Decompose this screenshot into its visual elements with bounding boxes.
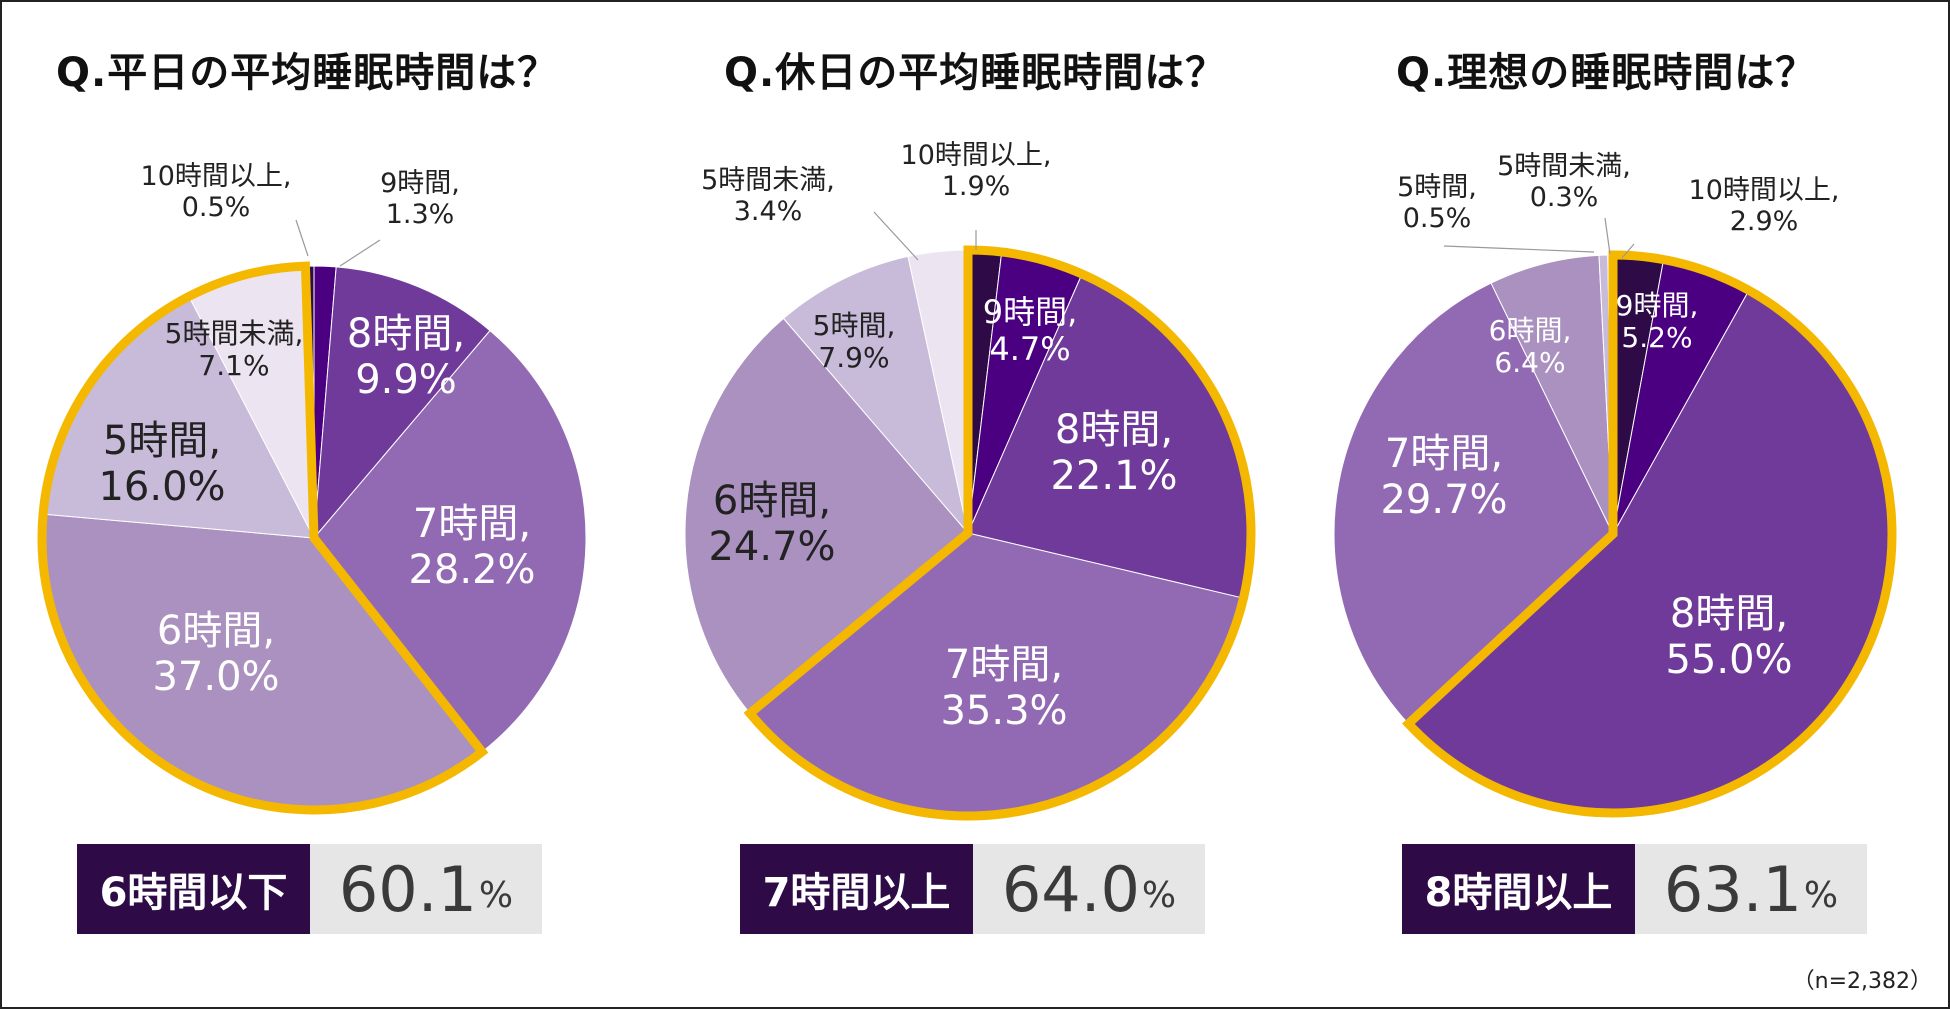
slice-label-5h: 5時間, 0.5% [1397, 172, 1477, 234]
slice-label-7h: 7時間, 29.7% [1380, 431, 1507, 523]
summary-value: 64.0% [973, 844, 1205, 934]
pie-slice-7h [313, 329, 587, 753]
slice-label-10h-plus: 10時間以上, 0.5% [141, 161, 292, 223]
chart-title: Q.休日の平均睡眠時間は？ [724, 50, 1227, 96]
pie-slice-6h [684, 317, 969, 715]
pie-slice-7h [1333, 282, 1614, 725]
slice-label-8h: 8時間, 55.0% [1665, 591, 1792, 683]
slice-label-9h: 9時間, 4.7% [983, 293, 1078, 368]
summary-unit: % [1803, 874, 1839, 916]
summary-label: 8時間以上 [1402, 844, 1635, 934]
summary-label: 6時間以下 [77, 844, 310, 934]
summary-box: 6時間以下 60.1% [77, 844, 542, 934]
slice-label-6h: 6時間, 37.0% [152, 608, 279, 700]
summary-label: 7時間以上 [740, 844, 973, 934]
highlight-outline [1402, 250, 1897, 818]
summary-unit: % [1141, 874, 1177, 916]
chart-title: Q.平日の平均睡眠時間は？ [56, 50, 559, 96]
leader-line [1443, 245, 1595, 253]
leader-line [295, 219, 309, 257]
slice-label-8h: 8時間, 9.9% [347, 311, 465, 403]
slice-label-8h: 8時間, 22.1% [1050, 407, 1177, 499]
slice-label-7h: 7時間, 35.3% [940, 642, 1067, 734]
slice-label-6h: 6時間, 24.7% [708, 478, 835, 570]
slice-label-6h: 6時間, 6.4% [1489, 314, 1572, 379]
summary-box: 7時間以上 64.0% [740, 844, 1205, 934]
leader-line [339, 239, 381, 267]
slice-label-under-5h: 5時間未満, 3.4% [701, 165, 835, 227]
summary-box: 8時間以上 63.1% [1402, 844, 1867, 934]
highlight-outline [37, 261, 489, 815]
ideal-sleep-chart: Q.理想の睡眠時間は？ 10時間以上, 2.9% 9時間, 5.2% 8時間, 55.0%… [1302, 2, 1950, 1011]
summary-percent: 64.0 [1001, 852, 1140, 926]
slice-label-10h-plus: 10時間以上, 1.9% [901, 140, 1052, 202]
summary-value: 63.1% [1635, 844, 1867, 934]
summary-percent: 63.1 [1663, 852, 1802, 926]
leader-line [1621, 243, 1635, 259]
highlight-outline [743, 245, 1256, 821]
ideal-pie: 10時間以上, 2.9% 9時間, 5.2% 8時間, 55.0% 7時間, 29.7% 6時間… [1333, 151, 1897, 818]
slice-label-5h: 5時間, 7.9% [813, 309, 896, 374]
sample-size-note: （n=2,382） [1792, 969, 1932, 994]
leader-line [873, 211, 919, 261]
holiday-sleep-chart: Q.休日の平均睡眠時間は？ 10時間以上, 1.9% 9時間, 4.7% 8時間, 22.… [652, 2, 1302, 1011]
pie-slice-5h [782, 255, 969, 534]
summary-unit: % [478, 874, 514, 916]
leader-line [1604, 217, 1611, 255]
slice-label-10h-plus: 10時間以上, 2.9% [1689, 175, 1840, 237]
summary-percent: 60.1 [338, 852, 477, 926]
weekday-sleep-chart: Q.平日の平均睡眠時間は？ 9時間, 1.3% 8時間, 9.9% 7時間, 28.2% 6… [2, 2, 652, 1011]
pie-slice-6h [1490, 254, 1614, 535]
slice-label-7h: 7時間, 28.2% [408, 501, 535, 593]
slice-label-9h: 9時間, 1.3% [380, 168, 460, 230]
slice-label-9h: 9時間, 5.2% [1616, 289, 1699, 354]
chart-title: Q.理想の睡眠時間は？ [1396, 50, 1817, 96]
summary-value: 60.1% [310, 844, 542, 934]
slice-label-under-5h: 5時間未満, 7.1% [165, 317, 304, 382]
holiday-pie: 10時間以上, 1.9% 9時間, 4.7% 8時間, 22.1% 7時間, 35.3% 6時間… [684, 140, 1256, 821]
weekday-pie: 9時間, 1.3% 8時間, 9.9% 7時間, 28.2% 6時間, 37.0% 5時間, 16… [37, 161, 587, 815]
slice-label-5h: 5時間, 16.0% [98, 418, 225, 510]
slice-label-under-5h: 5時間未満, 0.3% [1497, 151, 1631, 213]
pie-slice-8h [313, 266, 491, 540]
